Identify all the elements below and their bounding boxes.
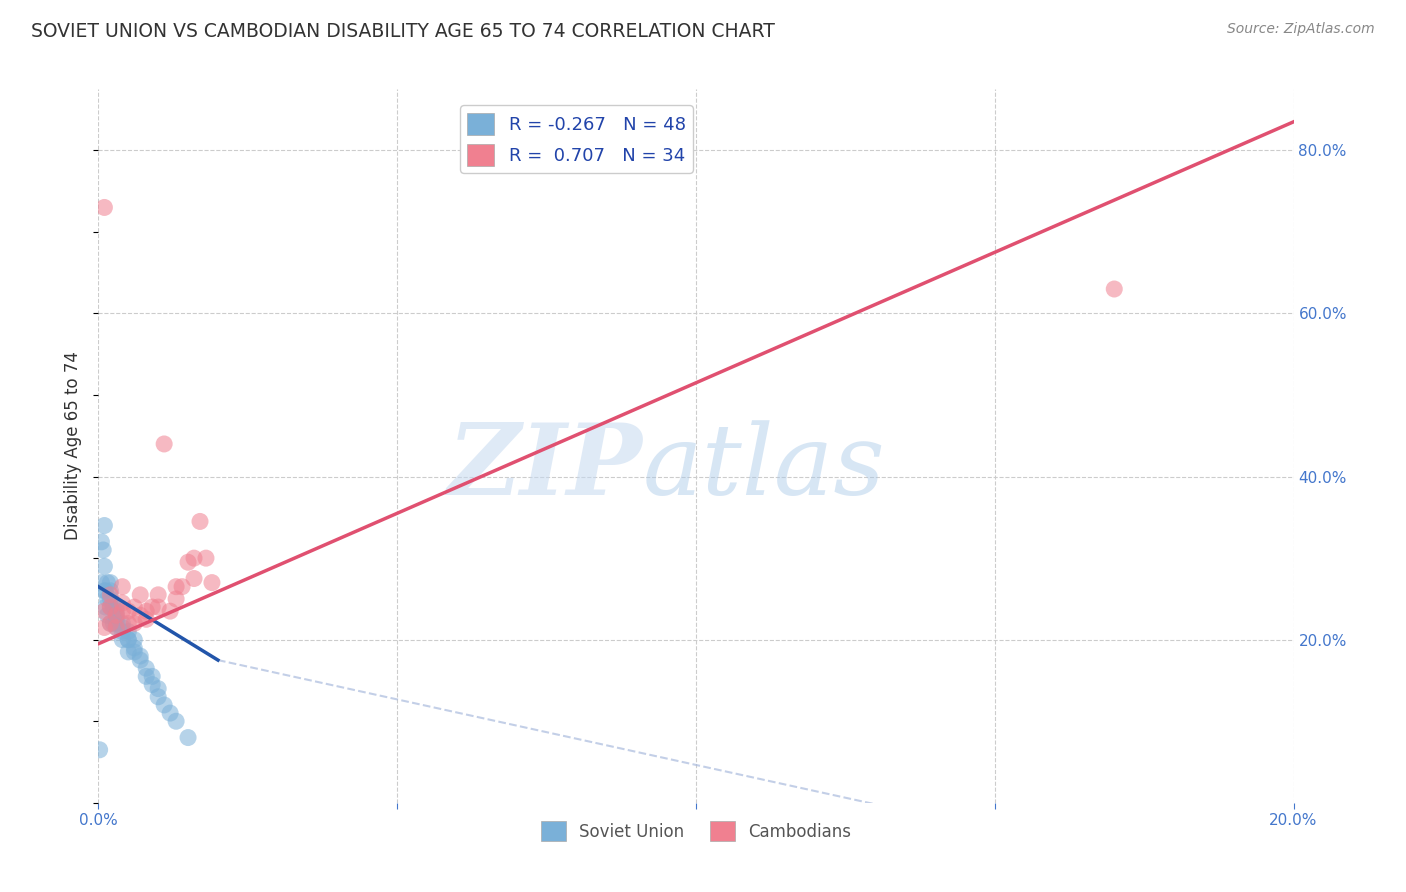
Point — [93, 604, 115, 618]
Y-axis label: Disability Age 65 to 74: Disability Age 65 to 74 — [65, 351, 83, 541]
Point — [105, 620, 128, 634]
Text: atlas: atlas — [643, 420, 884, 515]
Point — [90, 575, 112, 590]
Point — [105, 612, 128, 626]
Point — [124, 640, 146, 655]
Point — [1104, 282, 1126, 296]
Point — [183, 551, 205, 566]
Point — [183, 572, 205, 586]
Point — [153, 698, 176, 712]
Point — [96, 608, 118, 623]
Point — [105, 604, 128, 618]
Point — [135, 612, 157, 626]
Point — [98, 600, 122, 615]
Point — [94, 583, 117, 598]
Point — [98, 583, 122, 598]
Point — [141, 677, 163, 691]
Point — [129, 608, 152, 623]
Point — [105, 608, 128, 623]
Point — [111, 596, 134, 610]
Point — [135, 669, 157, 683]
Point — [159, 706, 181, 720]
Point — [195, 551, 218, 566]
Text: Source: ZipAtlas.com: Source: ZipAtlas.com — [1227, 22, 1375, 37]
Point — [94, 600, 117, 615]
Text: ZIP: ZIP — [447, 419, 643, 516]
Text: SOVIET UNION VS CAMBODIAN DISABILITY AGE 65 TO 74 CORRELATION CHART: SOVIET UNION VS CAMBODIAN DISABILITY AGE… — [31, 22, 775, 41]
Point — [96, 591, 118, 606]
Point — [93, 518, 115, 533]
Point — [105, 608, 128, 623]
Point — [98, 616, 122, 631]
Point — [93, 201, 115, 215]
Point — [93, 620, 115, 634]
Point — [111, 616, 134, 631]
Point — [117, 632, 139, 647]
Point — [124, 645, 146, 659]
Point — [111, 624, 134, 639]
Point — [91, 543, 114, 558]
Point — [105, 600, 128, 615]
Point — [188, 515, 211, 529]
Point — [117, 616, 139, 631]
Point — [148, 588, 170, 602]
Point — [129, 648, 152, 663]
Point — [117, 604, 139, 618]
Point — [98, 600, 122, 615]
Point — [103, 600, 125, 615]
Point — [111, 604, 134, 618]
Point — [177, 731, 200, 745]
Point — [148, 681, 170, 696]
Point — [105, 616, 128, 631]
Point — [105, 620, 128, 634]
Point — [148, 600, 170, 615]
Point — [141, 669, 163, 683]
Point — [90, 534, 112, 549]
Point — [129, 653, 152, 667]
Point — [129, 588, 152, 602]
Point — [135, 661, 157, 675]
Point — [117, 632, 139, 647]
Point — [98, 591, 122, 606]
Legend: Soviet Union, Cambodians: Soviet Union, Cambodians — [534, 814, 858, 848]
Point — [111, 580, 134, 594]
Point — [111, 632, 134, 647]
Point — [103, 616, 125, 631]
Point — [159, 604, 181, 618]
Point — [98, 616, 122, 631]
Point — [111, 620, 134, 634]
Point — [98, 575, 122, 590]
Point — [165, 580, 187, 594]
Point — [177, 555, 200, 569]
Point — [93, 583, 115, 598]
Point — [153, 437, 176, 451]
Point — [89, 743, 111, 757]
Point — [135, 604, 157, 618]
Point — [124, 632, 146, 647]
Point — [117, 624, 139, 639]
Point — [98, 588, 122, 602]
Point — [124, 600, 146, 615]
Point — [124, 616, 146, 631]
Point — [93, 559, 115, 574]
Point — [165, 591, 187, 606]
Point — [172, 580, 194, 594]
Point — [141, 600, 163, 615]
Point — [117, 645, 139, 659]
Point — [201, 575, 224, 590]
Point — [96, 575, 118, 590]
Point — [165, 714, 187, 729]
Point — [148, 690, 170, 704]
